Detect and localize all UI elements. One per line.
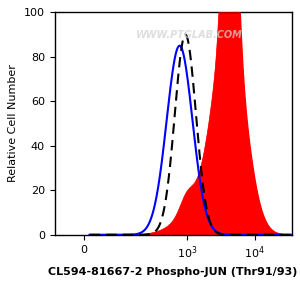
Text: WWW.PTGLAB.COM: WWW.PTGLAB.COM xyxy=(136,30,243,40)
Y-axis label: Relative Cell Number: Relative Cell Number xyxy=(8,65,18,182)
X-axis label: CL594-81667-2 Phospho-JUN (Thr91/93): CL594-81667-2 Phospho-JUN (Thr91/93) xyxy=(49,267,298,277)
